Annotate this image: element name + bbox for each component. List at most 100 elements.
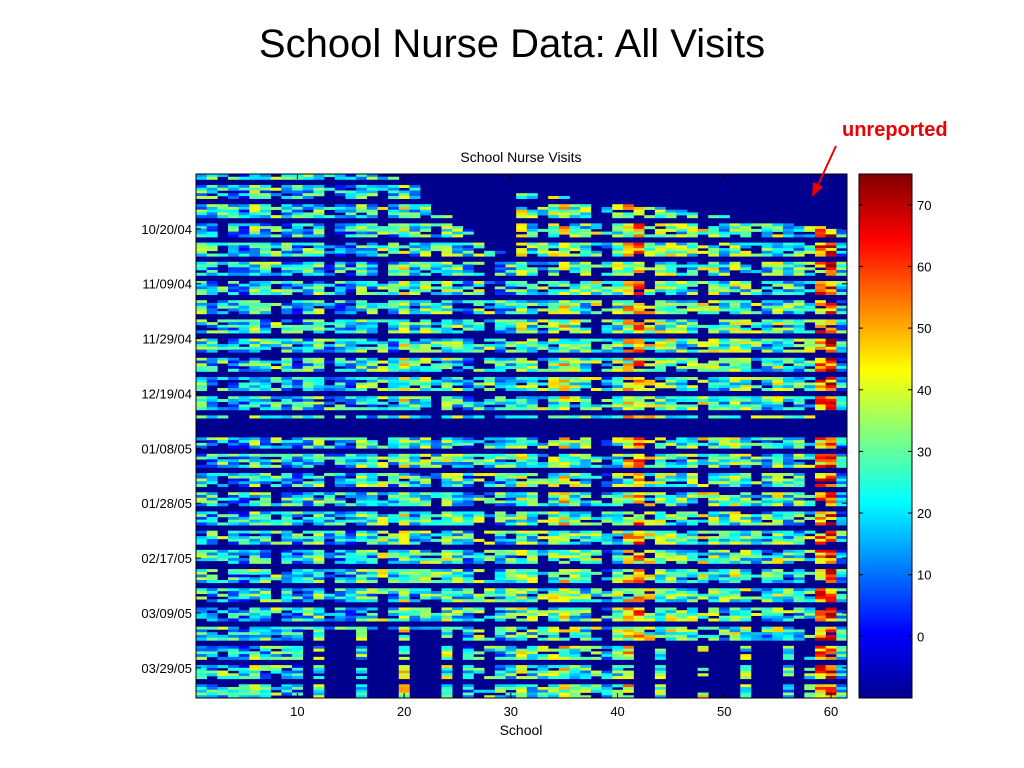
heatmap-cell xyxy=(558,637,570,641)
heatmap-cell xyxy=(238,599,250,603)
heatmap-cell xyxy=(398,368,410,372)
heatmap-cell xyxy=(516,591,528,595)
heatmap-cell xyxy=(206,478,218,482)
heatmap-cell xyxy=(356,398,368,402)
heatmap-cell xyxy=(718,497,730,501)
heatmap-cell xyxy=(644,248,656,252)
heatmap-cell xyxy=(430,223,442,227)
heatmap-cell xyxy=(494,667,506,671)
heatmap-cell xyxy=(409,327,421,331)
heatmap-cell xyxy=(206,187,218,191)
heatmap-cell xyxy=(441,382,453,386)
heatmap-cell xyxy=(420,484,432,488)
heatmap-cell xyxy=(473,440,485,444)
heatmap-cell xyxy=(281,494,293,499)
heatmap-cell xyxy=(228,366,239,370)
heatmap-cell xyxy=(398,357,410,361)
heatmap-cell xyxy=(228,264,239,268)
heatmap-cell xyxy=(260,396,271,400)
heatmap-cell xyxy=(484,593,496,597)
heatmap-cell xyxy=(676,514,688,518)
heatmap-cell xyxy=(356,687,368,691)
heatmap-cell xyxy=(302,599,314,603)
heatmap-cell xyxy=(612,473,624,477)
heatmap-cell xyxy=(580,223,592,227)
heatmap-cell xyxy=(238,484,250,488)
heatmap-cell xyxy=(676,588,688,592)
heatmap-cell xyxy=(441,593,453,597)
heatmap-cell xyxy=(505,552,517,556)
heatmap-cell xyxy=(441,667,453,671)
heatmap-cell xyxy=(644,530,656,534)
heatmap-cell xyxy=(718,459,730,463)
heatmap-cell xyxy=(238,695,250,699)
heatmap-cell xyxy=(686,404,698,408)
heatmap-cell xyxy=(708,245,720,249)
heatmap-cell xyxy=(334,324,346,328)
heatmap-cell xyxy=(430,492,442,496)
heatmap-cell xyxy=(302,344,314,348)
heatmap-cell xyxy=(260,538,271,542)
heatmap-cell xyxy=(462,569,474,573)
heatmap-cell xyxy=(601,591,613,595)
heatmap-cell xyxy=(548,234,560,238)
heatmap-cell xyxy=(238,475,250,479)
heatmap-cell xyxy=(516,692,528,696)
heatmap-cell xyxy=(676,442,688,446)
heatmap-cell xyxy=(505,676,517,680)
heatmap-cell xyxy=(292,558,304,562)
heatmap-cell xyxy=(676,291,688,296)
heatmap-cell xyxy=(260,555,271,559)
heatmap-cell xyxy=(196,665,207,669)
heatmap-cell xyxy=(441,481,453,485)
heatmap-cell xyxy=(313,552,325,556)
heatmap-cell xyxy=(334,206,346,210)
heatmap-cell xyxy=(526,612,538,616)
heatmap-cell xyxy=(345,324,357,328)
heatmap-cell xyxy=(494,599,506,603)
heatmap-cell xyxy=(281,176,293,180)
heatmap-cell xyxy=(590,283,602,287)
heatmap-cell xyxy=(452,569,464,573)
heatmap-cell xyxy=(366,327,378,331)
heatmap-cell xyxy=(494,591,506,595)
heatmap-cell xyxy=(270,289,282,293)
heatmap-cell xyxy=(206,522,218,526)
heatmap-cell xyxy=(505,478,517,482)
heatmap-cell xyxy=(505,492,517,496)
heatmap-cell xyxy=(409,588,421,592)
heatmap-cell xyxy=(388,462,400,466)
heatmap-cell xyxy=(238,610,250,614)
heatmap-cell xyxy=(516,387,528,392)
heatmap-cell xyxy=(462,687,474,691)
heatmap-cell xyxy=(622,437,634,441)
heatmap-cell xyxy=(313,541,325,545)
heatmap-cell xyxy=(558,195,570,199)
heatmap-cell xyxy=(398,319,410,323)
heatmap-cell xyxy=(356,187,368,191)
heatmap-cell xyxy=(398,445,410,449)
heatmap-cell xyxy=(270,632,282,636)
heatmap-cell xyxy=(708,267,720,271)
heatmap-cell xyxy=(558,338,570,342)
heatmap-cell xyxy=(217,610,229,614)
heatmap-cell xyxy=(516,302,528,306)
heatmap-cell xyxy=(686,552,698,556)
heatmap-cell xyxy=(196,684,207,688)
heatmap-cell xyxy=(313,500,325,504)
heatmap-cell xyxy=(366,385,378,389)
heatmap-cell xyxy=(494,574,506,578)
heatmap-cell xyxy=(718,226,730,230)
heatmap-cell xyxy=(281,580,293,584)
heatmap-cell xyxy=(644,464,656,468)
heatmap-cell xyxy=(697,311,709,315)
heatmap-cell xyxy=(206,516,218,520)
heatmap-cell xyxy=(633,588,645,592)
heatmap-cell xyxy=(516,549,528,553)
heatmap-cell xyxy=(228,289,239,293)
heatmap-cell xyxy=(398,377,410,381)
heatmap-cell xyxy=(206,552,218,556)
heatmap-cell xyxy=(473,300,485,304)
heatmap-cell xyxy=(334,492,346,496)
heatmap-cell xyxy=(676,555,688,559)
